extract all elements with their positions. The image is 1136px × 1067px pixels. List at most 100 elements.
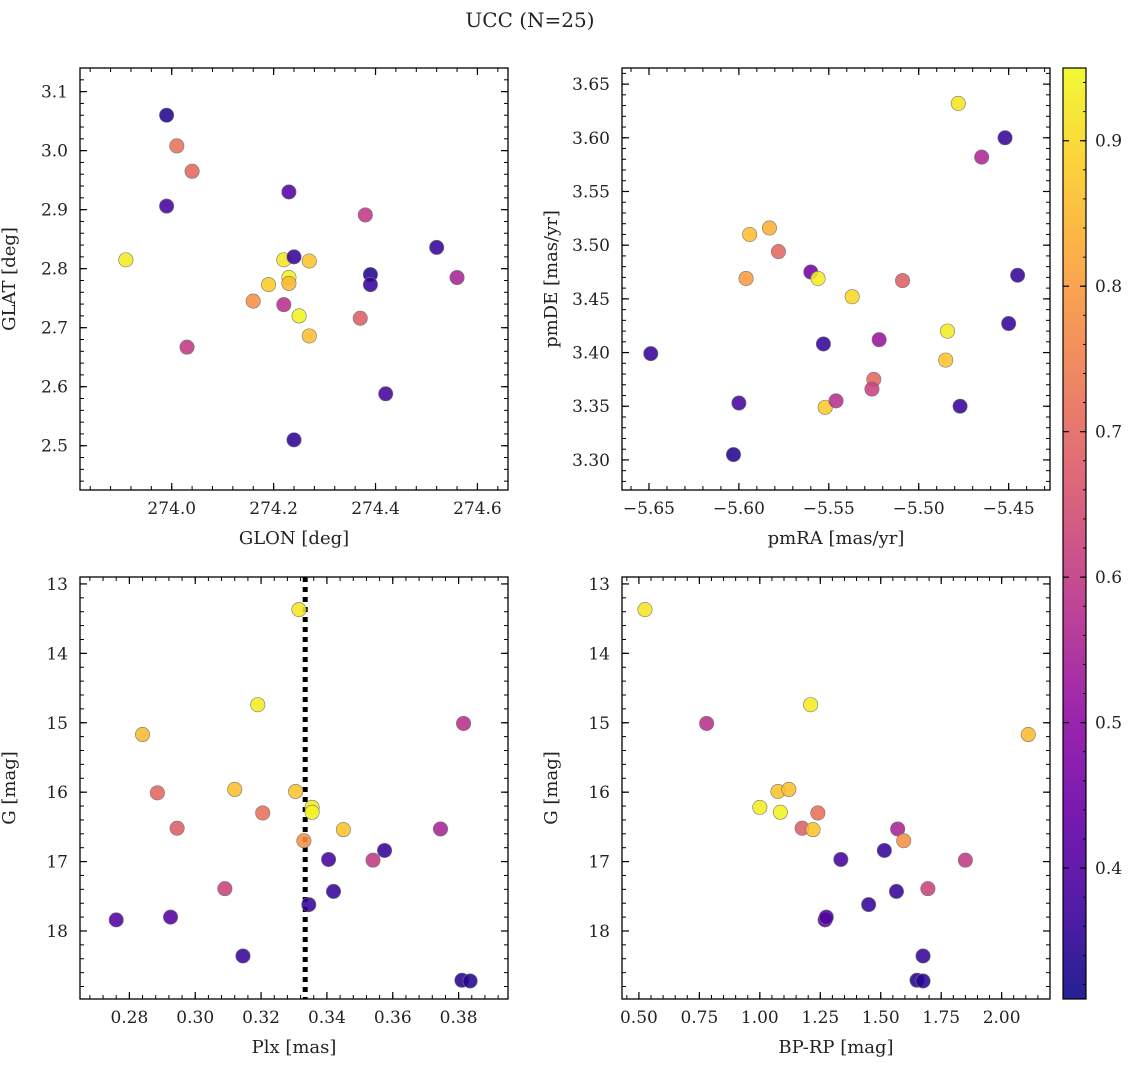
x-tick-label: 0.34: [308, 1008, 346, 1028]
y-tick-label: 3.0: [41, 142, 68, 162]
data-point: [864, 381, 880, 397]
data-point: [357, 207, 373, 223]
data-point: [250, 697, 266, 713]
x-tick-label: 274.0: [147, 499, 196, 519]
data-point: [227, 781, 243, 797]
data-point: [810, 805, 826, 821]
y-tick-label: 3.55: [572, 182, 610, 202]
data-point: [731, 395, 747, 411]
colorbar-tick-label: 0.4: [1095, 859, 1122, 879]
data-point: [255, 805, 271, 821]
x-tick-label: 2.00: [983, 1008, 1021, 1028]
data-point: [179, 339, 195, 355]
y-tick-label: 2.9: [41, 201, 68, 221]
data-point: [365, 852, 381, 868]
data-point: [276, 297, 292, 313]
data-point: [957, 852, 973, 868]
y-tick-label: 2.5: [41, 437, 68, 457]
x-tick-label: −5.65: [623, 499, 675, 519]
data-point: [159, 198, 175, 214]
y-axis-label: GLAT [deg]: [0, 227, 20, 331]
y-tick-label: 2.8: [41, 260, 68, 280]
y-tick-label: 3.30: [572, 451, 610, 471]
data-point: [286, 249, 302, 265]
data-point: [742, 226, 758, 242]
data-point: [1001, 316, 1017, 332]
y-tick-label: 16: [588, 783, 610, 803]
data-point: [462, 973, 478, 989]
x-tick-label: −5.45: [983, 499, 1035, 519]
data-point: [699, 715, 715, 731]
data-point: [761, 220, 777, 236]
x-tick-label: 274.4: [351, 499, 400, 519]
data-point: [169, 820, 185, 836]
data-point: [378, 386, 394, 402]
y-tick-label: 13: [588, 575, 610, 595]
x-tick-label: 1.75: [922, 1008, 960, 1028]
data-point: [920, 881, 936, 897]
x-tick-label: 274.2: [249, 499, 298, 519]
data-point: [805, 822, 821, 838]
data-point: [818, 909, 834, 925]
data-point: [449, 270, 465, 286]
data-point: [118, 252, 134, 268]
data-point: [974, 149, 990, 165]
y-tick-label: 17: [588, 853, 610, 873]
axes-frame: [621, 576, 1051, 1000]
data-point: [163, 909, 179, 925]
x-tick-label: 1.25: [801, 1008, 839, 1028]
x-tick-label: 274.6: [453, 499, 502, 519]
y-tick-label: 15: [588, 714, 610, 734]
data-point: [261, 277, 277, 293]
y-tick-label: 3.50: [572, 236, 610, 256]
data-point: [952, 398, 968, 414]
data-point: [815, 336, 831, 352]
y-tick-label: 14: [46, 644, 68, 664]
x-tick-label: −5.60: [713, 499, 765, 519]
data-point: [637, 602, 653, 618]
data-point: [304, 804, 320, 820]
data-point: [335, 822, 351, 838]
data-point: [184, 163, 200, 179]
x-axis-label: BP-RP [mag]: [778, 1037, 893, 1058]
data-point: [301, 253, 317, 269]
data-point: [844, 289, 860, 305]
y-tick-label: 3.35: [572, 397, 610, 417]
y-tick-label: 3.60: [572, 129, 610, 149]
data-point: [288, 783, 304, 799]
data-point: [352, 310, 368, 326]
x-tick-label: −5.50: [893, 499, 945, 519]
data-point: [833, 851, 849, 867]
data-point: [781, 781, 797, 797]
data-point: [939, 323, 955, 339]
colorbar-tick-label: 0.9: [1095, 132, 1122, 152]
x-tick-label: 0.28: [110, 1008, 148, 1028]
panel-2: −5.65 −5.60 −5.55 −5.50 −5.45 3.30 3.35 3.40 3.4…: [541, 67, 1051, 549]
y-tick-label: 18: [46, 922, 68, 942]
y-tick-label: 17: [46, 853, 68, 873]
y-tick-label: 3.65: [572, 75, 610, 95]
data-point: [429, 239, 445, 255]
y-tick-label: 14: [588, 644, 610, 664]
x-tick-label: 0.50: [620, 1008, 658, 1028]
x-tick-label: 1.00: [741, 1008, 779, 1028]
y-tick-label: 3.45: [572, 290, 610, 310]
figure-title: UCC (N=25): [465, 8, 594, 32]
x-tick-label: −5.55: [803, 499, 855, 519]
data-point: [326, 883, 342, 899]
x-tick-label: 1.50: [862, 1008, 900, 1028]
y-tick-label: 15: [46, 714, 68, 734]
data-point: [896, 833, 912, 849]
data-point: [149, 785, 165, 801]
data-point: [1010, 267, 1026, 283]
x-axis-label: pmRA [mas/yr]: [768, 528, 905, 549]
panels: 274.0 274.2 274.4 274.6 2.5 2.6 2.7 2.8 2.9 3.0 3.…: [0, 67, 1051, 1058]
data-point: [738, 270, 754, 286]
data-point: [772, 804, 788, 820]
data-point: [915, 948, 931, 964]
colorbar-tick-label: 0.7: [1095, 423, 1122, 443]
y-tick-label: 18: [588, 922, 610, 942]
panel-1: 274.0 274.2 274.4 274.6 2.5 2.6 2.7 2.8 2.9 3.0 3.…: [0, 67, 509, 549]
x-tick-label: 0.30: [176, 1008, 214, 1028]
x-tick-label: 0.38: [440, 1008, 478, 1028]
